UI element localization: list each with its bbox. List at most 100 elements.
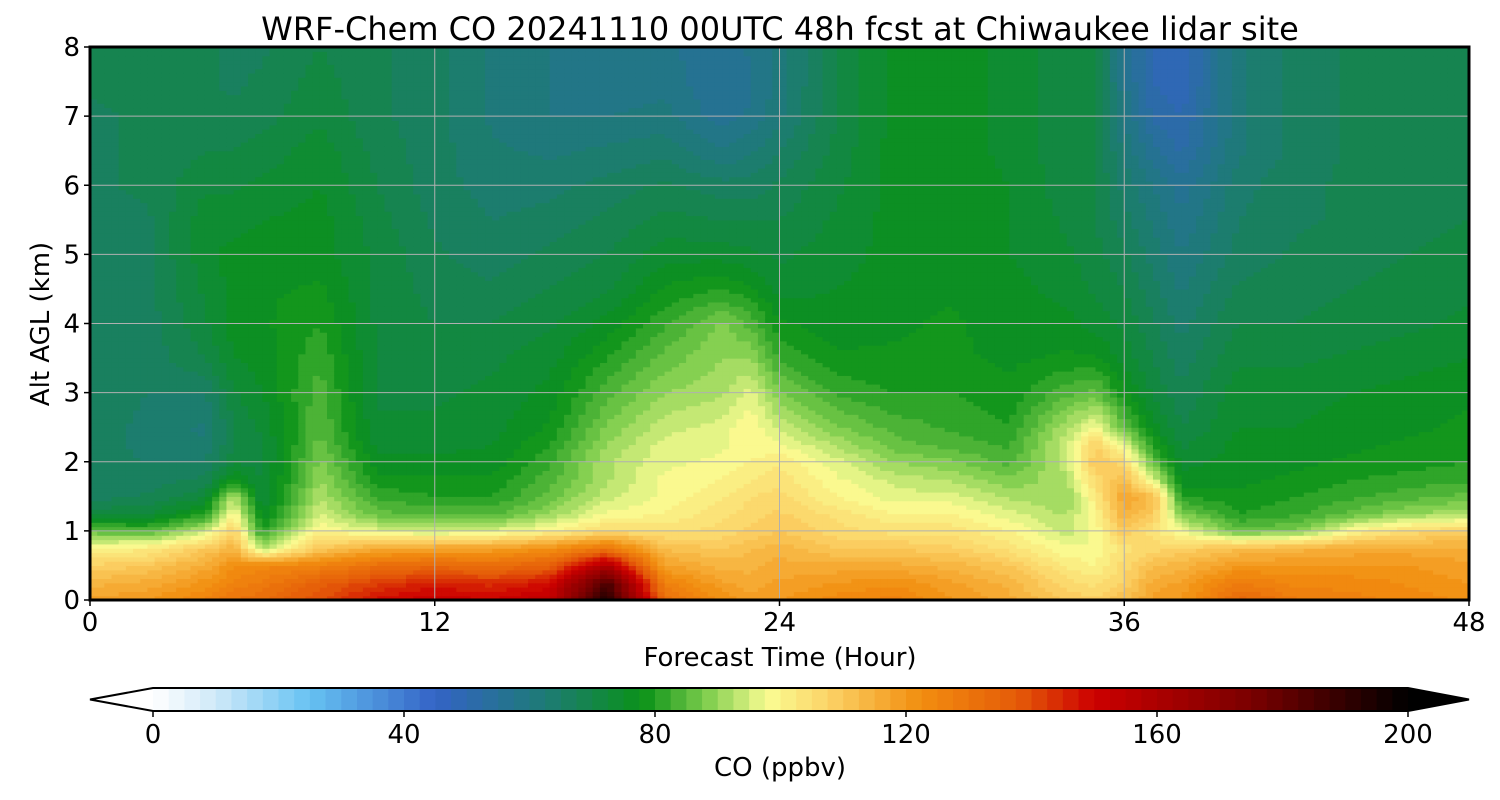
heatmap-cell <box>241 82 249 87</box>
heatmap-cell <box>205 505 213 510</box>
heatmap-cell <box>305 306 313 311</box>
heatmap-cell <box>191 254 199 259</box>
heatmap-cell <box>341 177 349 182</box>
heatmap-cell <box>255 267 263 272</box>
heatmap-cell <box>140 591 148 596</box>
heatmap-cell <box>248 324 256 329</box>
heatmap-cell <box>147 211 155 216</box>
heatmap-cell <box>327 168 335 173</box>
heatmap-cell <box>298 466 306 471</box>
heatmap-cell <box>363 125 371 130</box>
heatmap-cell <box>133 159 141 164</box>
heatmap-cell <box>176 332 184 337</box>
heatmap-cell <box>327 552 335 557</box>
heatmap-cell <box>298 565 306 570</box>
heatmap-cell <box>255 375 263 380</box>
heatmap-cell <box>226 280 234 285</box>
heatmap-cell <box>126 224 134 229</box>
heatmap-cell <box>205 60 213 65</box>
heatmap-cell <box>248 120 256 125</box>
heatmap-cell <box>126 332 134 337</box>
heatmap-cell <box>356 280 364 285</box>
heatmap-cell <box>176 578 184 583</box>
heatmap-cell <box>284 410 292 415</box>
heatmap-cell <box>140 362 148 367</box>
heatmap-cell <box>119 423 127 428</box>
heatmap-cell <box>198 501 206 506</box>
heatmap-cell <box>198 254 206 259</box>
heatmap-cell <box>191 501 199 506</box>
heatmap-cell <box>363 116 371 121</box>
heatmap-cell <box>349 587 357 592</box>
heatmap-cell <box>334 544 342 549</box>
heatmap-cell <box>140 561 148 566</box>
heatmap-cell <box>334 531 342 536</box>
heatmap-cell <box>349 349 357 354</box>
heatmap-cell <box>212 306 220 311</box>
heatmap-cell <box>119 90 127 95</box>
heatmap-cell <box>356 419 364 424</box>
heatmap-cell <box>219 198 227 203</box>
heatmap-cell <box>370 587 378 592</box>
heatmap-cell <box>126 483 134 488</box>
heatmap-cell <box>298 285 306 290</box>
heatmap-cell <box>277 380 285 385</box>
heatmap-cell <box>112 224 120 229</box>
heatmap-cell <box>126 574 134 579</box>
heatmap-cell <box>104 574 112 579</box>
heatmap-cell <box>284 332 292 337</box>
heatmap-cell <box>327 414 335 419</box>
heatmap-cell <box>298 531 306 536</box>
heatmap-cell <box>219 375 227 380</box>
heatmap-cell <box>356 51 364 56</box>
heatmap-cell <box>155 116 163 121</box>
heatmap-cell <box>270 207 278 212</box>
heatmap-cell <box>270 164 278 169</box>
heatmap-cell <box>176 466 184 471</box>
heatmap-cell <box>112 501 120 506</box>
heatmap-cell <box>349 522 357 527</box>
heatmap-cell <box>241 349 249 354</box>
heatmap-cell <box>169 371 177 376</box>
heatmap-cell <box>313 224 321 229</box>
heatmap-cell <box>349 168 357 173</box>
heatmap-cell <box>262 233 270 238</box>
heatmap-cell <box>169 328 177 333</box>
heatmap-cell <box>97 427 105 432</box>
heatmap-cell <box>234 531 242 536</box>
heatmap-cell <box>147 496 155 501</box>
heatmap-cell <box>241 548 249 553</box>
heatmap-cell <box>104 64 112 69</box>
heatmap-cell <box>255 358 263 363</box>
heatmap-cell <box>320 544 328 549</box>
heatmap-cell <box>270 354 278 359</box>
heatmap-cell <box>162 228 170 233</box>
heatmap-cell <box>334 90 342 95</box>
heatmap-cell <box>162 259 170 264</box>
heatmap-cell <box>155 215 163 220</box>
heatmap-cell <box>198 561 206 566</box>
heatmap-cell <box>97 561 105 566</box>
heatmap-cell <box>234 462 242 467</box>
heatmap-cell <box>320 60 328 65</box>
heatmap-cell <box>305 410 313 415</box>
heatmap-cell <box>305 146 313 151</box>
heatmap-cell <box>255 254 263 259</box>
heatmap-cell <box>133 324 141 329</box>
heatmap-cell <box>349 198 357 203</box>
heatmap-cell <box>169 129 177 134</box>
heatmap-cell <box>320 479 328 484</box>
heatmap-cell <box>226 302 234 307</box>
heatmap-cell <box>349 215 357 220</box>
heatmap-cell <box>226 185 234 190</box>
heatmap-cell <box>155 142 163 147</box>
heatmap-cell <box>298 77 306 82</box>
heatmap-cell <box>320 103 328 108</box>
heatmap-cell <box>191 574 199 579</box>
heatmap-cell <box>126 531 134 536</box>
heatmap-cell <box>183 358 191 363</box>
heatmap-cell <box>262 574 270 579</box>
heatmap-cell <box>327 401 335 406</box>
heatmap-cell <box>255 483 263 488</box>
heatmap-cell <box>191 172 199 177</box>
